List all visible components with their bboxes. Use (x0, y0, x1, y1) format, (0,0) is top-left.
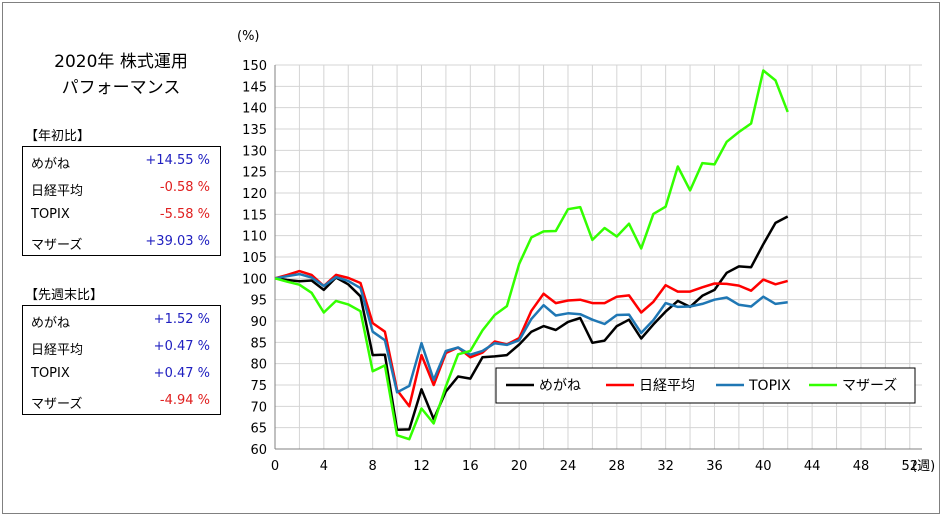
x-tick-label: 52 (902, 459, 919, 474)
table-row: TOPIX -5.58 % (23, 201, 220, 228)
row-value: +39.03 % (145, 234, 210, 249)
series-line-日経平均 (274, 269, 789, 408)
y-tick-label: 65 (250, 422, 267, 437)
table-row: TOPIX +0.47 % (23, 360, 220, 387)
y-axis-label: (%) (237, 29, 260, 44)
y-tick-label: 115 (242, 208, 267, 223)
y-tick-label: 100 (242, 272, 267, 287)
table-row: めがね +14.55 % (23, 147, 220, 174)
row-value: -4.94 % (159, 393, 210, 408)
row-name: めがね (31, 316, 71, 331)
wow-table: めがね +1.52 % 日経平均 +0.47 % TOPIX +0.47 % マ… (22, 305, 221, 415)
y-tick-label: 120 (242, 187, 267, 202)
x-tick-label: 4 (320, 459, 328, 474)
y-tick-label: 60 (250, 443, 267, 458)
y-tick-label: 85 (250, 336, 267, 351)
y-tick-label: 135 (242, 123, 267, 138)
x-tick-label: 12 (413, 459, 430, 474)
row-value: -0.58 % (159, 180, 210, 195)
table-row: マザーズ -4.94 % (23, 387, 220, 414)
y-tick-label: 125 (242, 166, 267, 181)
x-tick-label: 36 (706, 459, 723, 474)
series-line-めがね (274, 215, 789, 432)
x-tick-label: 28 (609, 459, 626, 474)
x-tick-label: 48 (853, 459, 870, 474)
y-tick-label: 105 (242, 251, 267, 266)
row-value: +1.52 % (153, 312, 210, 327)
table-row: めがね +1.52 % (23, 306, 220, 333)
legend-entry: TOPIX (748, 378, 791, 394)
ytd-section-label: 【年初比】 (25, 129, 91, 144)
row-value: +14.55 % (145, 153, 210, 168)
x-tick-label: 8 (369, 459, 377, 474)
y-tick-label: 130 (242, 144, 267, 159)
y-tick-label: 150 (242, 59, 267, 74)
row-name: TOPIX (31, 366, 70, 381)
page-title-line-1: 2020年 株式運用 (54, 52, 188, 72)
x-tick-label: 16 (462, 459, 479, 474)
series-line-マザーズ (274, 69, 789, 441)
legend (495, 367, 916, 404)
series-line-TOPIX (274, 272, 788, 394)
page-title-line-2: パフォーマンス (61, 78, 181, 98)
legend-entry: マザーズ (842, 378, 897, 394)
legend-entry: めがね (539, 378, 581, 394)
x-tick-label: 44 (804, 459, 821, 474)
row-value: +0.47 % (153, 366, 210, 381)
row-value: -5.58 % (159, 207, 210, 222)
y-tick-label: 140 (242, 102, 267, 117)
ytd-table: めがね +14.55 % 日経平均 -0.58 % TOPIX -5.58 % … (22, 146, 221, 256)
x-axis-label: (週) (912, 459, 935, 474)
row-value: +0.47 % (153, 339, 210, 354)
table-row: マザーズ +39.03 % (23, 228, 220, 255)
row-name: めがね (31, 157, 71, 172)
table-row: 日経平均 +0.47 % (23, 333, 220, 360)
row-name: 日経平均 (31, 343, 84, 358)
y-tick-label: 95 (250, 294, 267, 309)
x-tick-label: 40 (755, 459, 772, 474)
x-tick-label: 0 (271, 459, 279, 474)
legend-entry: 日経平均 (639, 378, 695, 394)
y-tick-label: 80 (250, 358, 267, 373)
x-tick-label: 32 (657, 459, 674, 474)
y-tick-label: 110 (242, 230, 267, 245)
table-row: 日経平均 -0.58 % (23, 174, 220, 201)
row-name: マザーズ (31, 397, 83, 412)
x-tick-label: 24 (560, 459, 577, 474)
row-name: 日経平均 (31, 184, 84, 199)
y-tick-label: 75 (250, 379, 267, 394)
x-tick-label: 20 (511, 459, 528, 474)
y-tick-label: 145 (242, 80, 267, 95)
y-tick-label: 70 (250, 400, 267, 415)
row-name: TOPIX (31, 207, 70, 222)
y-tick-label: 90 (250, 315, 267, 330)
wow-section-label: 【先週末比】 (25, 288, 104, 303)
row-name: マザーズ (31, 238, 83, 253)
